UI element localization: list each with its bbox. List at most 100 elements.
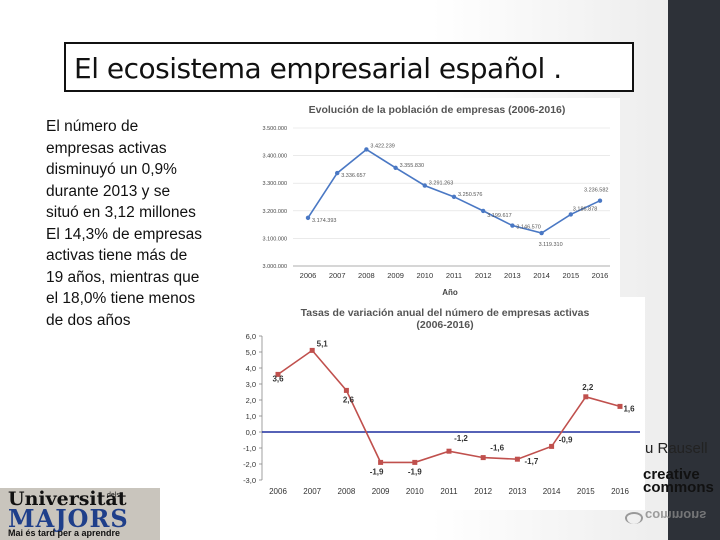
body-line: El 14,3% de empresas: [46, 225, 202, 243]
chart2-point: [343, 387, 349, 393]
chart1-xtick-label: 2015: [562, 271, 579, 280]
chart1-data-label: 3.236.582: [584, 188, 608, 194]
chart2-xtick-label: 2006: [269, 487, 287, 496]
chart2-xtick-label: 2016: [611, 487, 629, 496]
chart2-data-label: 1,6: [623, 404, 635, 413]
chart1-xtick-label: 2010: [416, 271, 433, 280]
chart1-point: [364, 147, 369, 152]
chart2-series-line: [277, 349, 621, 464]
chart2-xtick-label: 2015: [577, 487, 595, 496]
chart2-point: [549, 443, 555, 449]
chart2-ytick-label: -2,0: [243, 460, 256, 469]
chart2-xtick-label: 2011: [440, 487, 458, 496]
variation-chart-svg: Tasas de variación anual del número de e…: [243, 307, 640, 496]
chart1-xtick-label: 2007: [329, 271, 346, 280]
chart2-title-line2: (2006-2016): [416, 319, 473, 331]
chart2-point: [378, 459, 384, 465]
chart1-xlabel: Año: [442, 288, 458, 297]
body-line: 19 años, mientras que: [46, 268, 200, 286]
chart2-point: [412, 459, 418, 465]
chart1-data-label: 3.291.263: [429, 181, 453, 187]
chart1-point: [539, 230, 544, 236]
body-line: el 18,0% tiene menos: [46, 290, 196, 307]
body-text: El número de empresas activas disminuyó …: [46, 116, 216, 331]
chart1-xtick-label: 2008: [358, 271, 375, 280]
chart1-title: Evolución de la población de empresas (2…: [309, 104, 566, 116]
chart2-data-label: 2,2: [582, 383, 594, 392]
chart1-point: [568, 212, 573, 217]
population-chart: Evolución de la población de empresas (2…: [255, 98, 620, 303]
chart2-ytick-label: 5,0: [246, 348, 256, 357]
cc-line2: commons: [643, 479, 714, 496]
cc-line1: creative: [643, 466, 700, 483]
body-line: disminuyó un 0,9%: [46, 161, 177, 178]
chart1-ytick-label: 3.500.000: [263, 126, 287, 132]
creative-commons-logo: creative commons: [643, 466, 714, 496]
chart1-point: [510, 223, 515, 228]
chart2-ytick-label: 1,0: [246, 412, 256, 421]
chart1-data-label: 3.422.239: [370, 143, 394, 149]
chart2-ytick-label: -1,0: [243, 444, 256, 453]
chart2-point: [275, 371, 281, 377]
chart1-ytick-label: 3.300.000: [263, 181, 287, 187]
chart1-data-label: 3.336.657: [341, 173, 365, 179]
chart2-point: [480, 455, 486, 461]
chart2-data-label: -1,6: [490, 444, 504, 453]
chart2-data-label: -0,9: [559, 435, 573, 444]
chart2-data-label: 3,6: [272, 374, 284, 383]
chart1-point: [422, 183, 427, 188]
chart2-point: [309, 347, 315, 353]
chart2-ytick-label: 0,0: [246, 428, 256, 437]
chart2-data-label: 2,6: [343, 395, 355, 404]
chart1-point: [393, 165, 398, 170]
chart2-ytick-label: 4,0: [246, 364, 256, 373]
chart1-data-label: 3.146.570: [516, 225, 540, 231]
chart2-xtick-label: 2008: [338, 487, 356, 496]
chart1-data-label: 3.174.393: [312, 218, 336, 224]
cc-mirror-text: commons: [645, 508, 707, 523]
slide-title: El ecosistema empresarial español .: [74, 52, 562, 85]
chart2-xtick-label: 2009: [372, 487, 390, 496]
body-line: durante 2013 y se: [46, 182, 171, 200]
chart2-data-label: -1,7: [525, 457, 539, 466]
chart2-point: [446, 448, 452, 454]
body-line: El número de: [46, 118, 139, 135]
chart1-data-label: 3.119.310: [539, 242, 563, 248]
chart2-xtick-label: 2014: [543, 487, 561, 496]
chart1-xtick-label: 2006: [300, 271, 317, 280]
chart1-ytick-label: 3.100.000: [263, 236, 287, 242]
university-logo: Universitat dels MAJORS Mai és tard per …: [0, 488, 160, 540]
author-name: u Rausell: [645, 440, 708, 457]
chart1-ytick-label: 3.200.000: [263, 209, 287, 215]
chart2-xtick-label: 2012: [474, 487, 492, 496]
chart1-ytick-label: 3.400.000: [263, 154, 287, 160]
logo-majors: MAJORS: [8, 504, 129, 533]
chart2-xtick-label: 2010: [406, 487, 424, 496]
chart1-data-label: 3.186.878: [573, 206, 597, 212]
chart1-data-label: 3.199.617: [487, 213, 511, 219]
chart1-point: [481, 208, 486, 214]
chart1-series-line: [307, 148, 601, 234]
chart1-point: [305, 215, 311, 221]
chart2-data-label: -1,2: [454, 434, 468, 443]
title-box: El ecosistema empresarial español .: [64, 42, 634, 92]
chart2-ytick-label: 2,0: [246, 396, 256, 405]
chart2-data-label: 5,1: [317, 339, 329, 348]
logo-universitat: Universitat: [8, 488, 127, 510]
chart2-point: [583, 394, 589, 400]
chart2-ytick-label: 3,0: [246, 380, 256, 389]
body-line: activas tiene más de: [46, 247, 188, 264]
chart2-point: [514, 456, 520, 462]
chart2-point: [617, 403, 623, 409]
chart2-title-line1: Tasas de variación anual del número de e…: [301, 307, 590, 319]
chart1-xtick-label: 2009: [387, 271, 404, 280]
logo-dels: dels: [107, 492, 120, 499]
body-line: empresas activas: [46, 139, 167, 157]
variation-chart: Tasas de variación anual del número de e…: [230, 297, 645, 510]
chart1-ytick-label: 3.000.000: [263, 264, 287, 270]
chart1-point: [335, 170, 340, 176]
chart2-xtick-label: 2007: [303, 487, 321, 496]
chart1-xtick-label: 2014: [533, 271, 550, 280]
chart1-xtick-label: 2012: [475, 271, 492, 280]
chart2-ytick-label: -3,0: [243, 476, 256, 485]
